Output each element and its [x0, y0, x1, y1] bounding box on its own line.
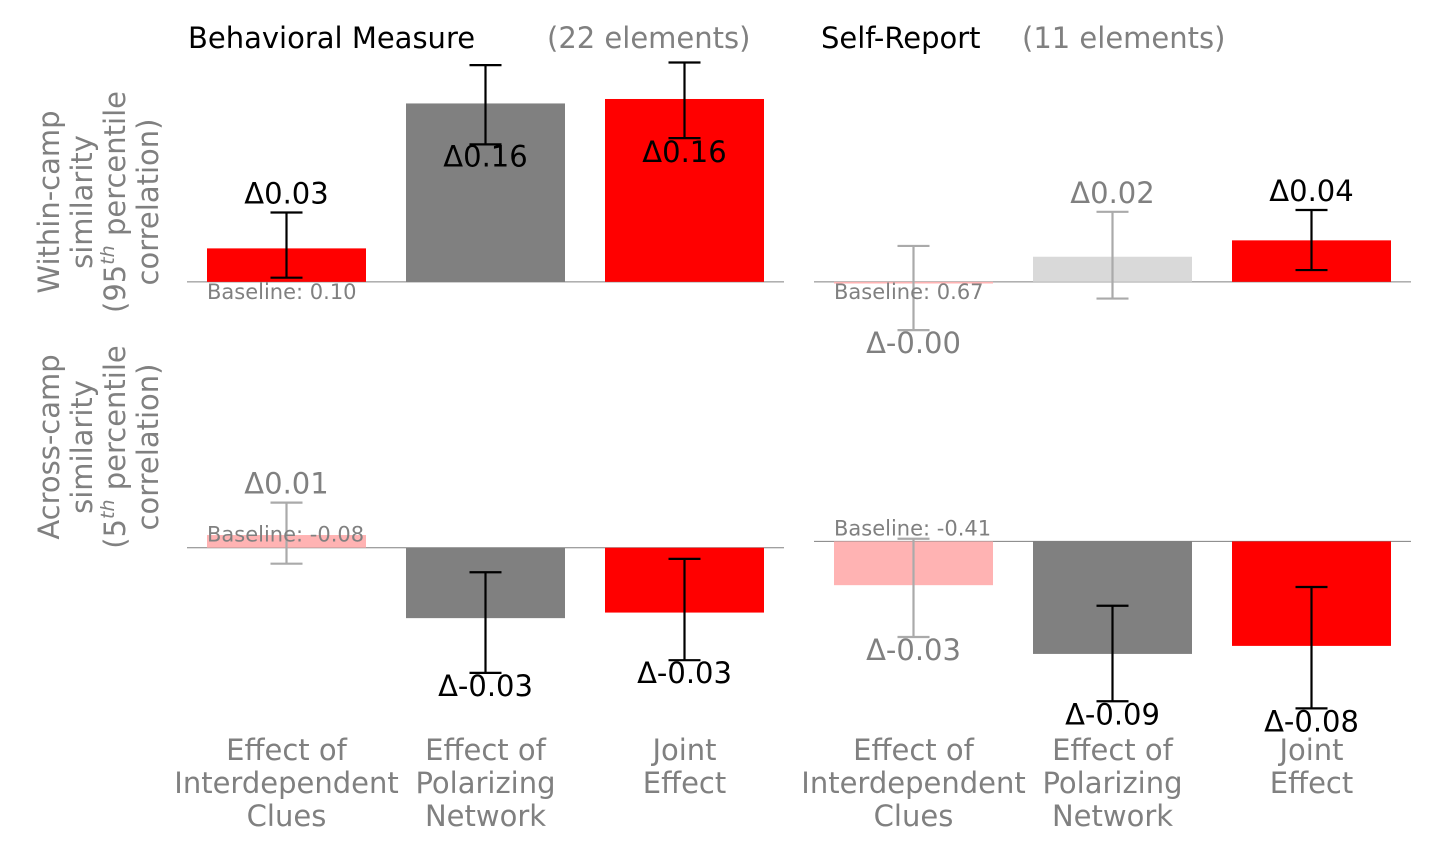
delta-label: Δ0.03 [244, 176, 328, 210]
delta-label: Δ0.04 [1269, 174, 1353, 208]
row-label-within-line4: correlation) [131, 119, 165, 286]
title-self-report: Self-Report [821, 21, 981, 55]
error-bar [897, 244, 930, 332]
delta-label: Δ0.16 [443, 139, 527, 173]
category-label: Joint Effect [1270, 733, 1353, 800]
title-self-report-count: (11 elements) [1022, 21, 1225, 55]
delta-label: Δ0.02 [1070, 176, 1154, 210]
row-label-within-line1: Within-camp [32, 110, 66, 293]
error-bar [1096, 210, 1129, 300]
panel-self-report-within: Δ-0.00 Δ0.02 Δ0.04 Baseline: 0.67 [814, 174, 1411, 360]
row-label-within-line3: (95th percentile [97, 91, 132, 313]
row-label-across-line2: similarity [65, 380, 99, 514]
delta-label: Δ-0.03 [637, 656, 732, 690]
delta-label: Δ-0.03 [438, 669, 533, 703]
error-bar [1295, 208, 1328, 272]
title-behavioral-measure: Behavioral Measure [188, 21, 475, 55]
row-label-across-line4: correlation) [131, 364, 165, 531]
baseline-label: Baseline: -0.41 [834, 516, 991, 540]
row-label-across-line1: Across-camp [32, 354, 66, 539]
error-bar [668, 557, 701, 662]
row-label-within: Within-camp similarity (95th percentile … [32, 91, 165, 313]
delta-label: Δ-0.03 [866, 633, 961, 667]
title-behavioral-count: (22 elements) [547, 21, 750, 55]
error-bar [668, 61, 701, 140]
delta-label: Δ0.01 [244, 467, 328, 501]
error-bar [270, 501, 303, 565]
baseline-label: Baseline: -0.08 [207, 523, 364, 547]
baseline-label: Baseline: 0.10 [207, 280, 357, 304]
panel-self-report-across: Δ-0.03 Δ-0.09 Δ-0.08 Baseline: -0.41 [814, 516, 1411, 738]
row-label-across-line3: (5th percentile [97, 345, 132, 549]
panel-behavioral-within: Δ0.03 Δ0.16 Δ0.16 Baseline: 0.10 [187, 61, 784, 304]
baseline-label: Baseline: 0.67 [834, 280, 984, 304]
category-label: Effect of Polarizing Network [1042, 733, 1182, 833]
category-label: Joint Effect [643, 733, 726, 800]
error-bar [469, 571, 502, 674]
error-bar [469, 63, 502, 146]
error-bar [897, 537, 930, 639]
error-bar [270, 211, 303, 279]
delta-label: Δ-0.09 [1065, 697, 1160, 731]
row-label-across: Across-camp similarity (5th percentile c… [32, 345, 165, 549]
category-label: Effect of Interdependent Clues [801, 733, 1025, 833]
category-label: Effect of Interdependent Clues [174, 733, 398, 833]
delta-label: Δ-0.08 [1264, 704, 1359, 738]
category-label: Effect of Polarizing Network [415, 733, 555, 833]
panel-behavioral-across: Δ0.01 Δ-0.03 Δ-0.03 Baseline: -0.08 [187, 467, 784, 703]
delta-label: Δ-0.00 [866, 326, 961, 360]
error-bar [1096, 604, 1129, 703]
delta-label: Δ0.16 [642, 135, 726, 169]
error-bar [1295, 585, 1328, 710]
row-label-within-line2: similarity [65, 135, 99, 269]
